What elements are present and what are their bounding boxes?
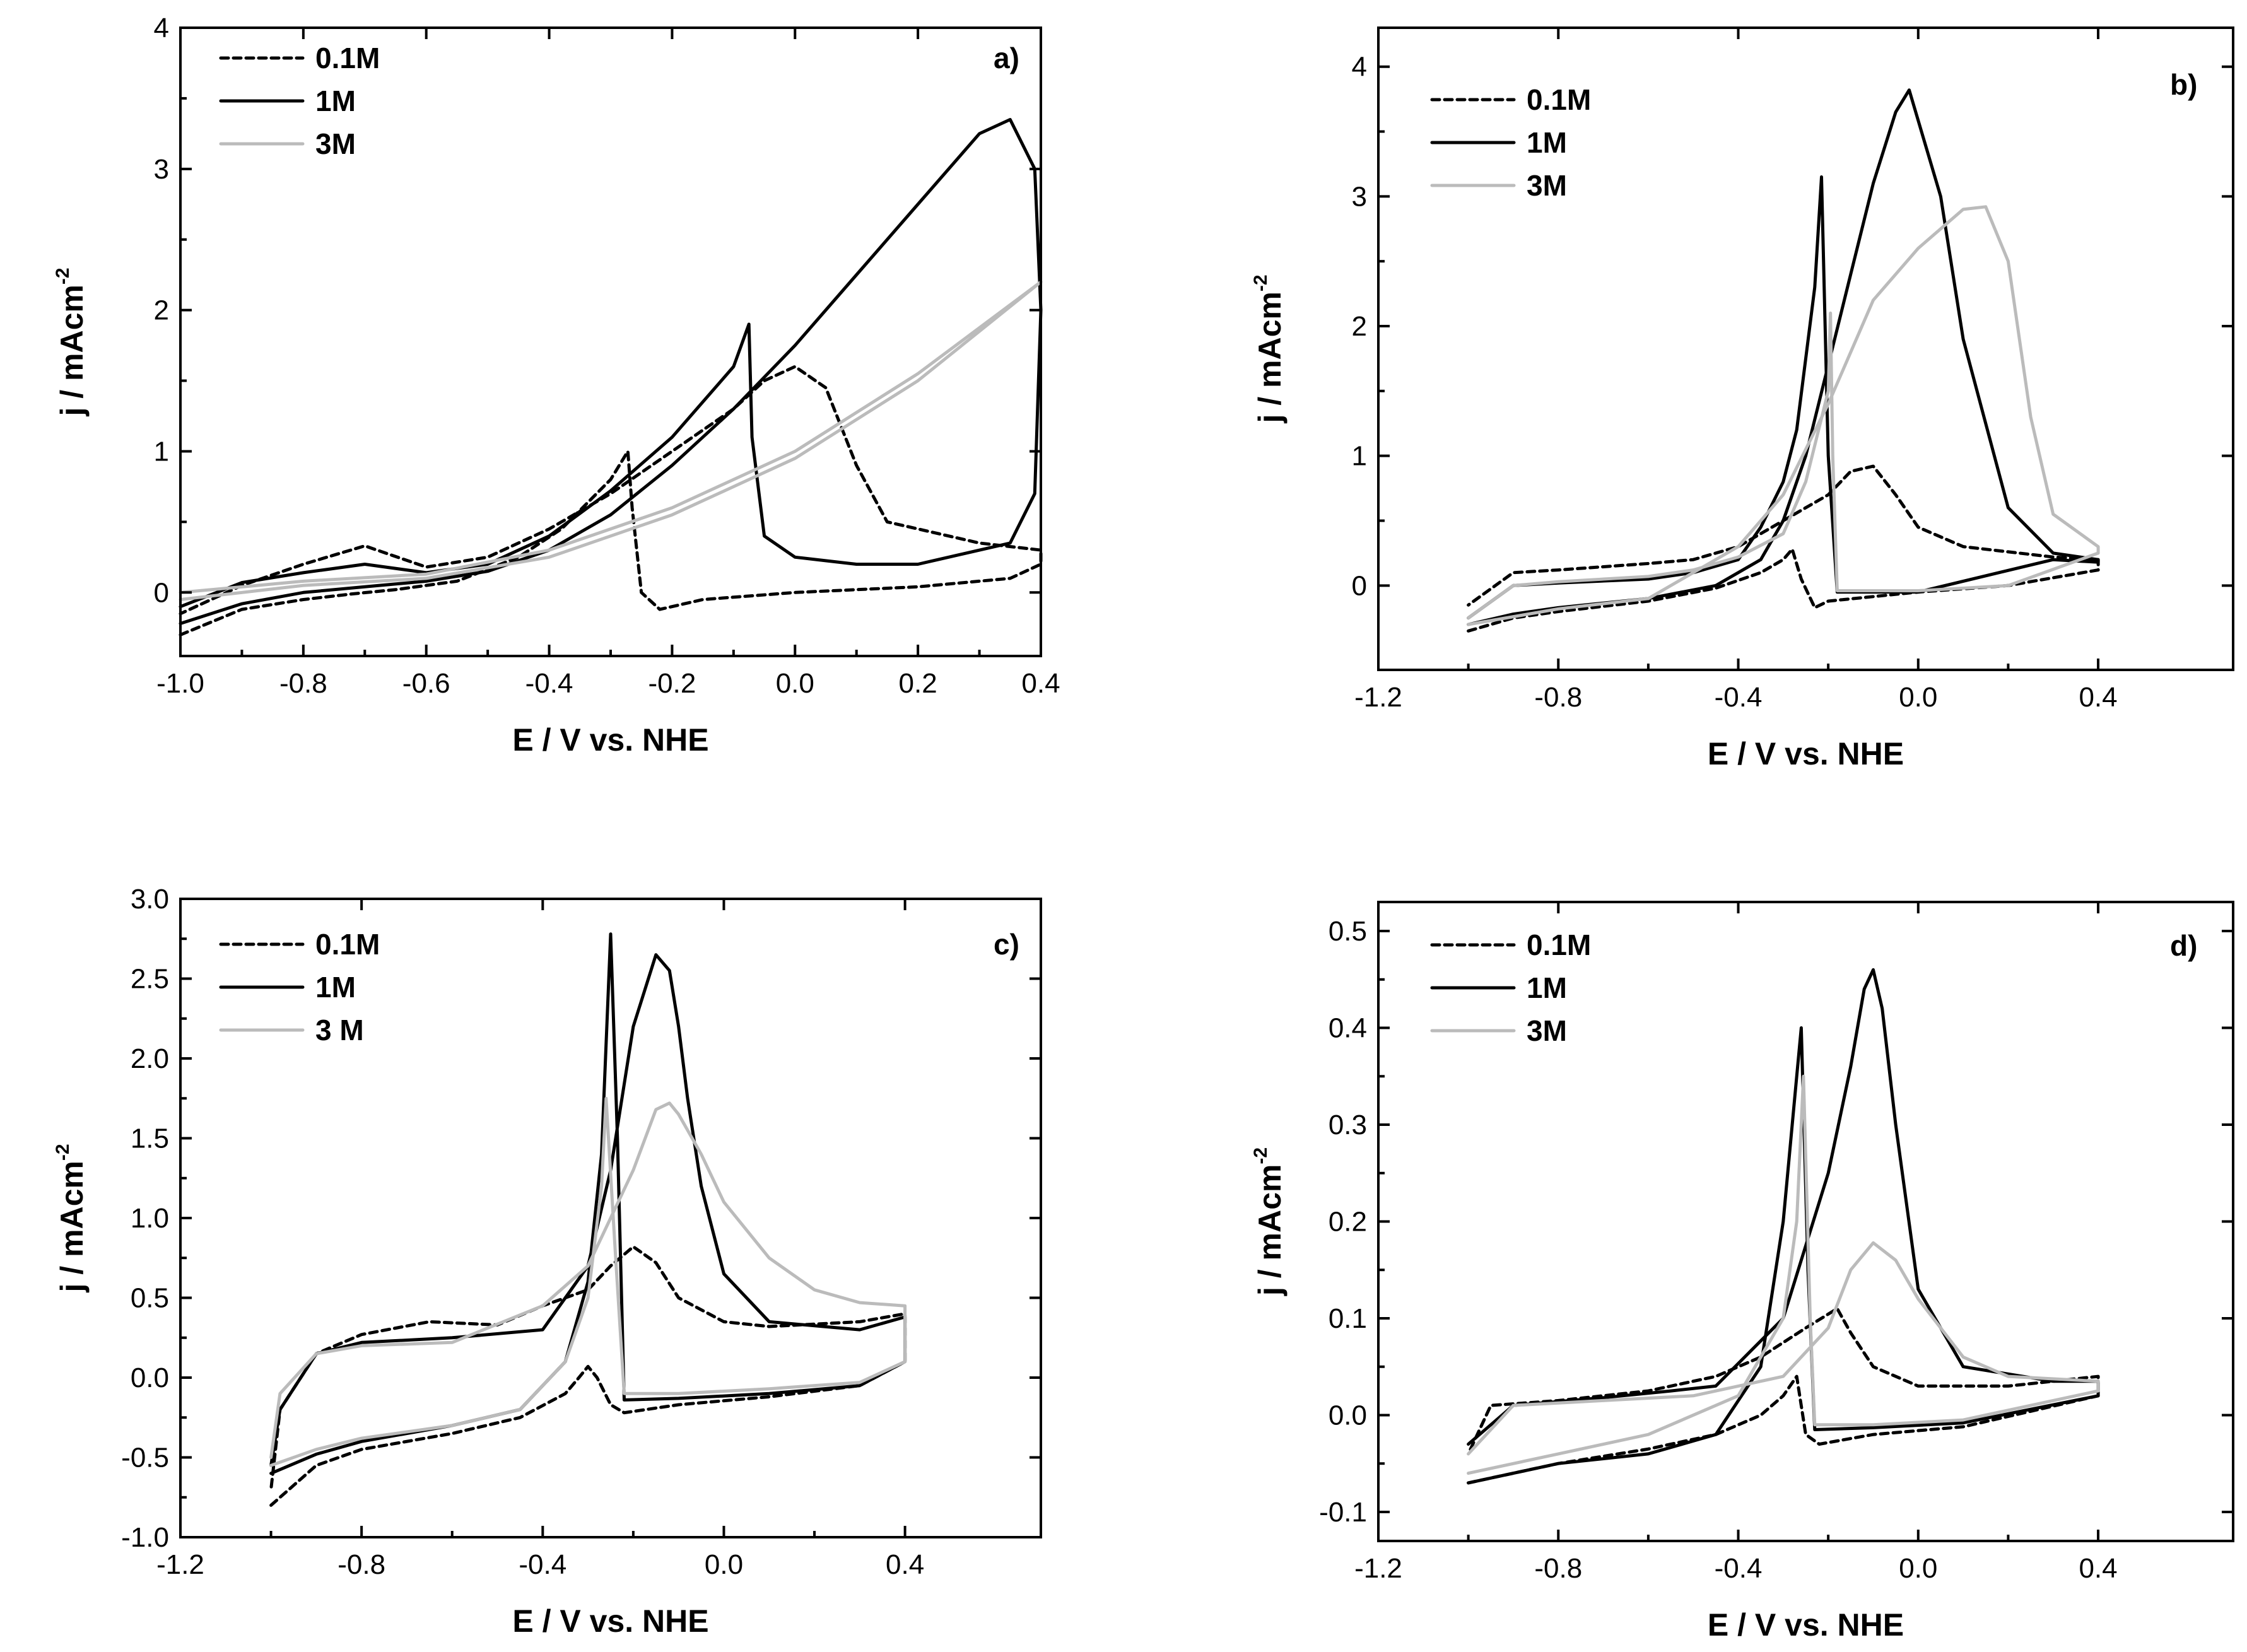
- panel-b-y-tick-label: 2: [1352, 311, 1367, 342]
- panel-c-y-tick-label: 0.5: [131, 1283, 169, 1314]
- panel-c-y-axis-title: j / mAcm-2: [52, 1144, 90, 1292]
- panel-b-label: b): [2170, 68, 2197, 101]
- panel-a-x-tick-label: 0.4: [1021, 668, 1060, 699]
- panel-c: -1.2 -0.8 -0.4 0.0 0.4 -1.0 -0.5 0.0 0.5 1.0 1.5 2.…: [52, 884, 1042, 1639]
- panel-a-x-tick-label: -0.8: [279, 668, 327, 699]
- panel-d-legend-label: 1M: [1527, 971, 1567, 1004]
- panel-d-x-tick-label: 0.0: [1899, 1553, 1937, 1584]
- panel-a-legend-label: 1M: [315, 85, 356, 117]
- panel-b-y-tick-label: 3: [1352, 181, 1367, 212]
- panel-d-y-tick-label: 0.4: [1329, 1013, 1367, 1044]
- panel-d-x-tick-label: -0.8: [1534, 1553, 1582, 1584]
- panel-d-y-axis-title: j / mAcm-2: [1250, 1147, 1288, 1296]
- panel-b-y-axis-title-main: j / mAcm: [1252, 291, 1288, 423]
- panel-c-y-tick-label: -1.0: [121, 1522, 169, 1553]
- panel-c-x-tick-label: 0.4: [886, 1549, 924, 1580]
- panel-b-legend-label: 0.1M: [1527, 83, 1591, 116]
- panel-c-legend-label: 3 M: [315, 1014, 364, 1046]
- panel-c-y-tick-label: 0.0: [131, 1362, 169, 1393]
- panel-a-x-tick-label: 0.0: [776, 668, 814, 699]
- panel-b-y-axis-title-superscript: -2: [1250, 274, 1271, 291]
- panel-c-series-1m-line: [269, 932, 907, 1475]
- panel-a-series-0.1m-line: [179, 365, 1043, 636]
- panel-c-series-3m-line: [269, 1096, 907, 1467]
- panel-c-x-tick-label: -0.8: [337, 1549, 385, 1580]
- panel-a-y-tick-label: 2: [154, 295, 169, 326]
- panel-d-label: d): [2170, 929, 2197, 962]
- panel-b-y-tick-label: 4: [1352, 52, 1367, 83]
- panel-c-label: c): [994, 928, 1019, 961]
- panel-d-x-tick-label: 0.4: [2079, 1553, 2117, 1584]
- panel-d-y-axis-title-superscript: -2: [1250, 1147, 1271, 1164]
- panel-a-x-tick-label: -0.2: [648, 668, 696, 699]
- panel-b-series-3m-line: [1467, 205, 2100, 626]
- panel-a-x-tick-label: -0.4: [525, 668, 573, 699]
- panel-a-y-axis-title: j / mAcm-2: [52, 267, 90, 416]
- panel-d-y-tick-label: -0.1: [1319, 1497, 1367, 1528]
- panel-c-x-tick-label: 0.0: [705, 1549, 743, 1580]
- panel-c-x-tick-label: -0.4: [519, 1549, 566, 1580]
- panel-d-series-1m-line: [1467, 968, 2100, 1485]
- panel-a-x-tick-label: -0.6: [402, 668, 450, 699]
- panel-a-x-axis-title: E / V vs. NHE: [512, 722, 708, 758]
- panel-c-legend-label: 0.1M: [315, 928, 380, 961]
- panel-b-x-tick-label: 0.4: [2079, 682, 2117, 713]
- panel-d: -1.2 -0.8 -0.4 0.0 0.4 -0.1 0.0 0.1 0.2 0.3 0.4 0.5…: [1250, 901, 2234, 1643]
- panel-a-legend-label: 3M: [315, 127, 356, 160]
- panel-d-series-3m-line: [1467, 1074, 2100, 1475]
- panel-c-y-tick-label: 2.0: [131, 1043, 169, 1074]
- panel-a-x-tick-label: 0.2: [899, 668, 937, 699]
- panel-c-y-axis-title-main: j / mAcm: [54, 1161, 90, 1292]
- panel-a-y-tick-label: 3: [154, 154, 169, 185]
- panel-a-y-tick-label: 0: [154, 577, 169, 608]
- panel-b-legend-label: 3M: [1527, 169, 1567, 202]
- panel-d-x-tick-label: -0.4: [1715, 1553, 1763, 1584]
- panel-b: -1.2 -0.8 -0.4 0.0 0.4 0 1 2 3 4 E / V vs. NHE j / …: [1250, 26, 2234, 771]
- panel-c-x-axis-title: E / V vs. NHE: [512, 1603, 708, 1639]
- panel-b-x-axis-title: E / V vs. NHE: [1708, 736, 1904, 771]
- panel-b-y-tick-label: 1: [1352, 441, 1367, 472]
- panel-d-x-tick-label: -1.2: [1354, 1553, 1402, 1584]
- panel-b-plot-frame: [1377, 26, 2234, 671]
- panel-c-x-tick-label: -1.2: [156, 1549, 204, 1580]
- panel-a-y-axis-title-main: j / mAcm: [54, 284, 90, 416]
- panel-b-x-tick-label: -1.2: [1354, 682, 1402, 713]
- panel-b-y-axis-title: j / mAcm-2: [1250, 274, 1288, 423]
- panel-a-series-3m-line: [179, 280, 1043, 601]
- panel-c-legend-label: 1M: [315, 971, 356, 1004]
- panel-d-y-tick-label: 0.2: [1329, 1207, 1367, 1238]
- panel-a-series-1m-line: [179, 118, 1043, 625]
- panel-c-y-tick-label: 1.0: [131, 1203, 169, 1234]
- panel-b-x-tick-label: 0.0: [1899, 682, 1937, 713]
- panel-d-y-tick-label: 0.1: [1329, 1303, 1367, 1334]
- panel-d-y-axis-title-main: j / mAcm: [1252, 1164, 1288, 1296]
- panel-b-x-tick-label: -0.4: [1715, 682, 1763, 713]
- panel-c-y-tick-label: 2.5: [131, 964, 169, 995]
- panel-a-y-tick-label: 1: [154, 436, 169, 467]
- panel-c-y-axis-title-superscript: -2: [52, 1144, 73, 1161]
- panel-b-y-tick-label: 0: [1352, 570, 1367, 601]
- panel-c-y-tick-label: 1.5: [131, 1123, 169, 1154]
- panel-d-legend-label: 0.1M: [1527, 929, 1591, 961]
- panel-a-legend-label: 0.1M: [315, 42, 380, 74]
- panel-d-x-axis-title: E / V vs. NHE: [1708, 1607, 1904, 1643]
- panel-a-x-tick-label: -1.0: [156, 668, 204, 699]
- panel-b-x-tick-label: -0.8: [1534, 682, 1582, 713]
- panel-d-y-tick-label: 0.5: [1329, 916, 1367, 947]
- panel-a: -1.0 -0.8 -0.6 -0.4 -0.2 0.0 0.2 0.4 0 1 2 3 4 E / V …: [52, 13, 1060, 758]
- panel-a-y-tick-label: 4: [154, 13, 169, 44]
- panel-a-label: a): [994, 42, 1019, 74]
- panel-c-y-tick-label: 3.0: [131, 884, 169, 915]
- panel-d-legend-label: 3M: [1527, 1014, 1567, 1047]
- panel-b-legend-label: 1M: [1527, 126, 1567, 159]
- panel-d-y-tick-label: 0.3: [1329, 1110, 1367, 1140]
- panel-a-y-axis-title-superscript: -2: [52, 267, 73, 284]
- panel-d-series-0.1m-line: [1467, 1307, 2100, 1485]
- panel-c-y-tick-label: -0.5: [121, 1443, 169, 1473]
- panel-d-y-tick-label: 0.0: [1329, 1400, 1367, 1431]
